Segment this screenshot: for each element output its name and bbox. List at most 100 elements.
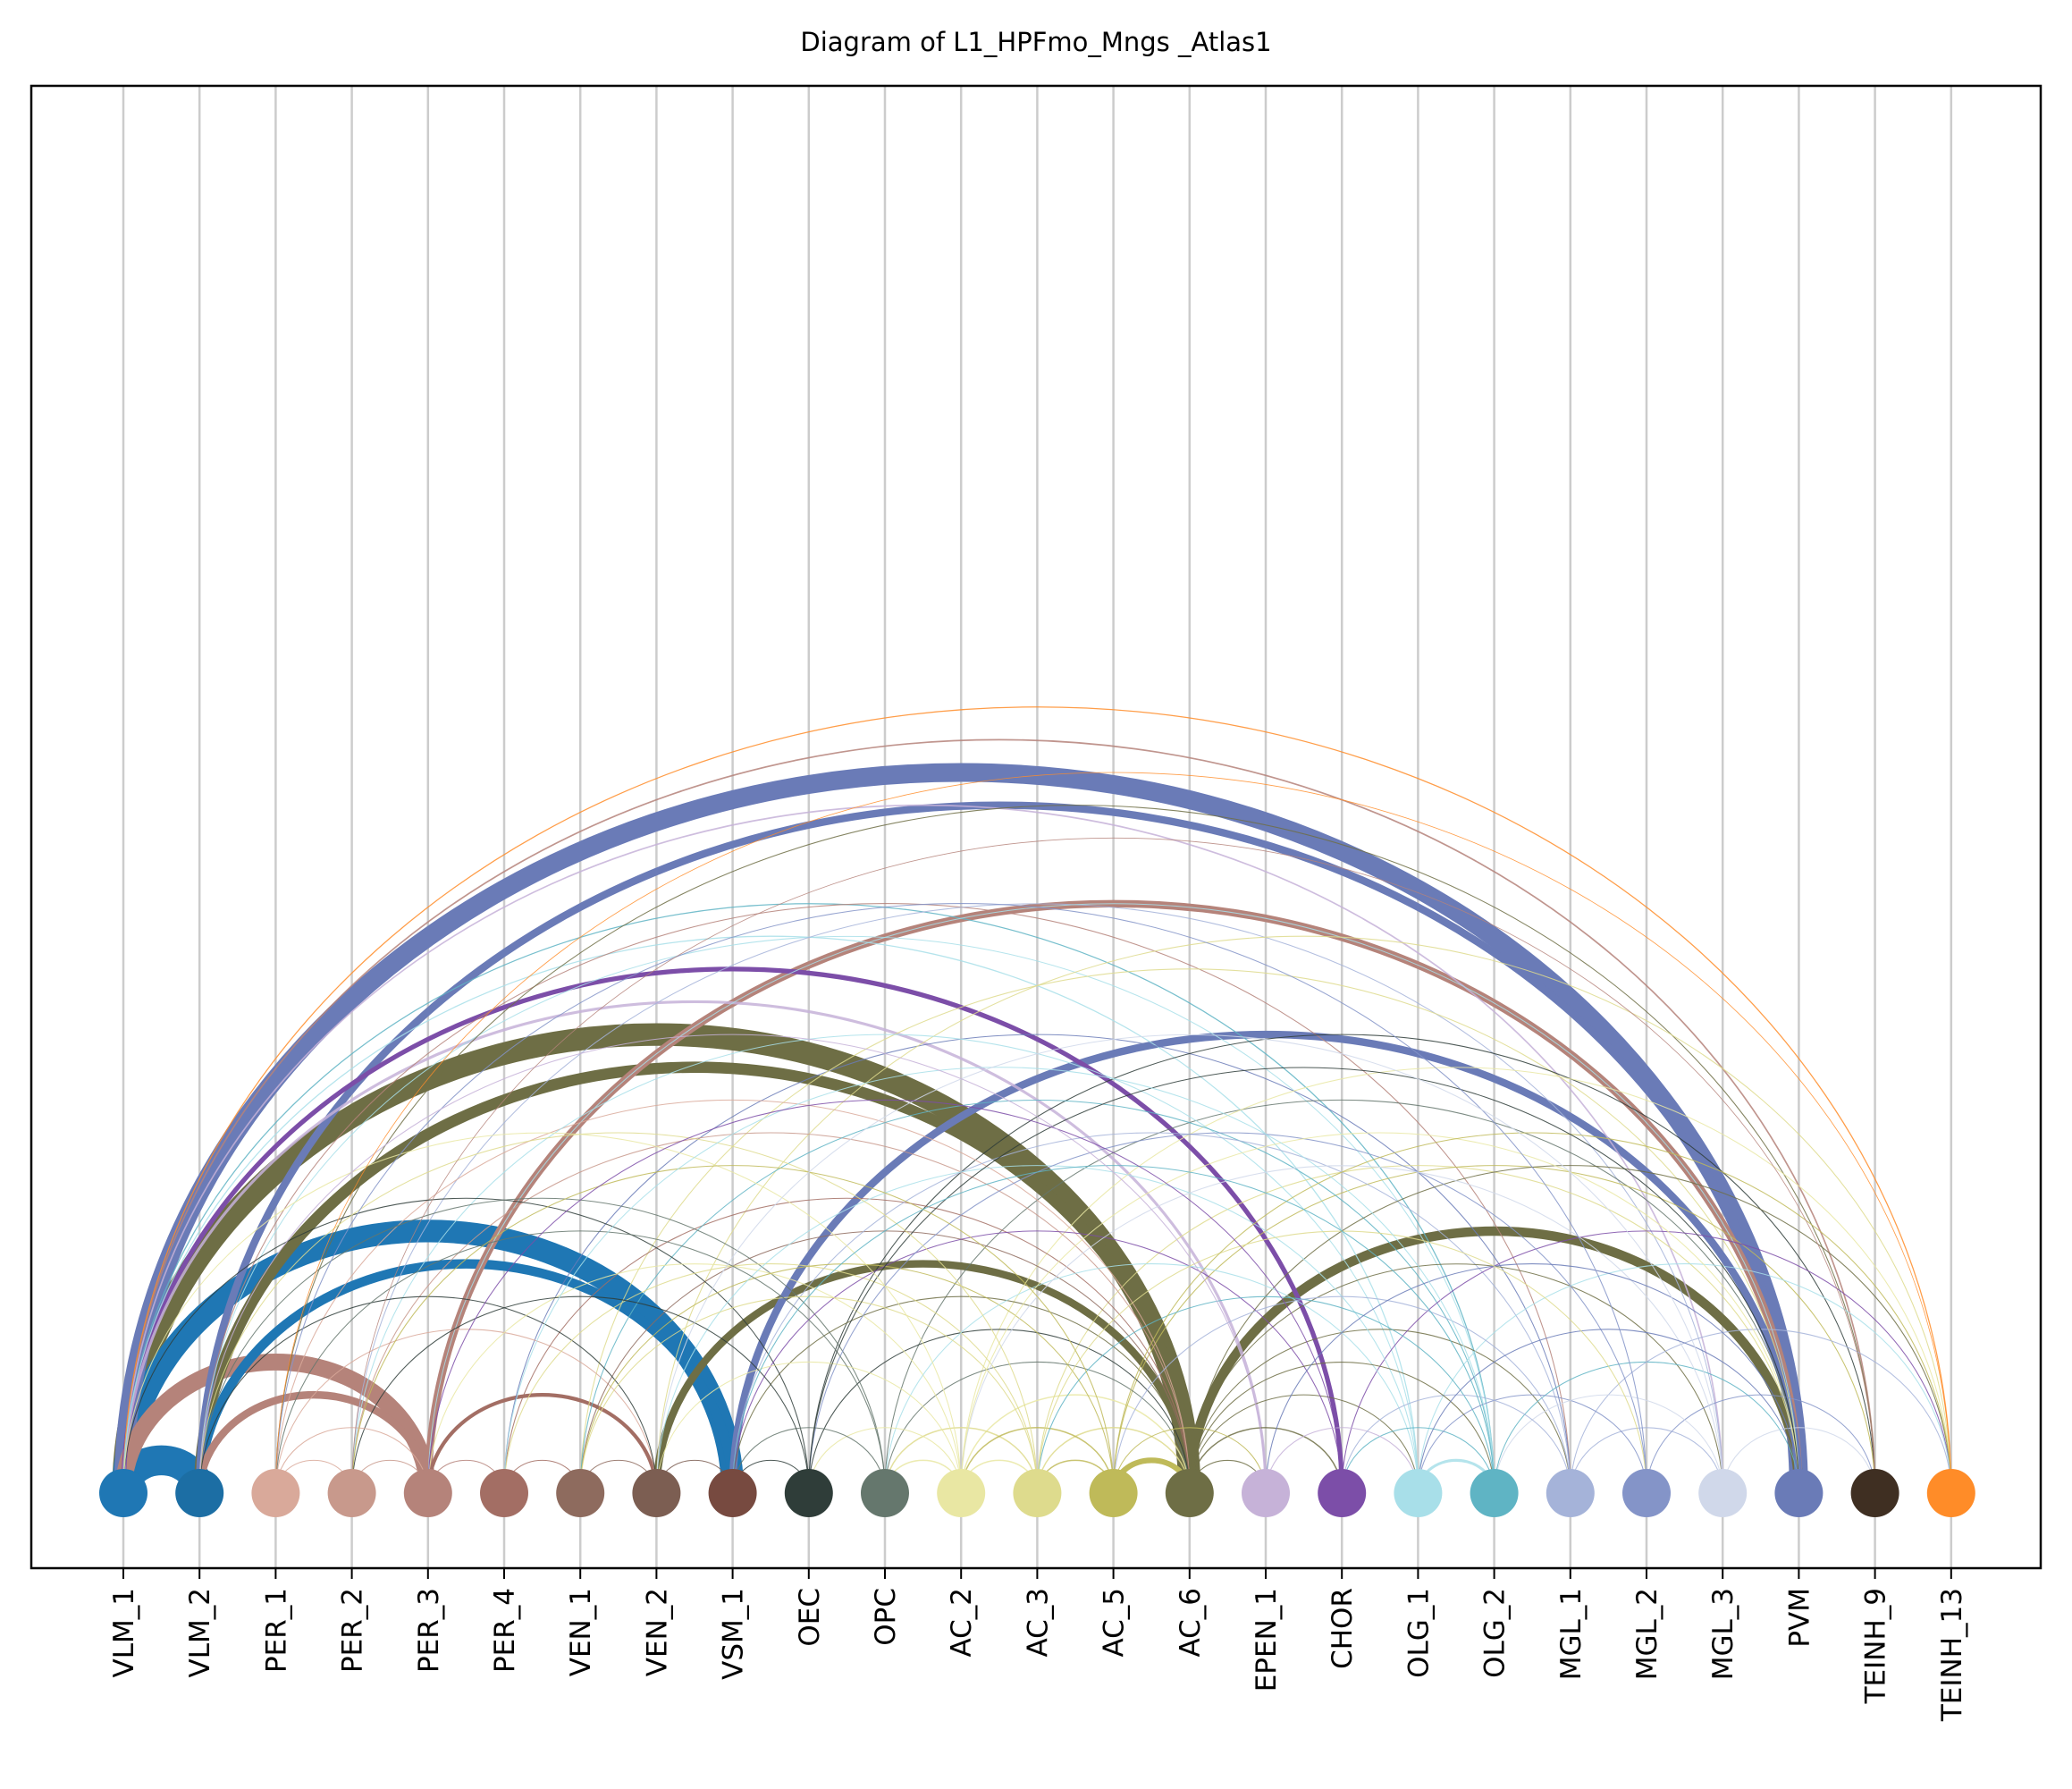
label-chor: CHOR	[1327, 1588, 1359, 1669]
node-mgl-2	[1622, 1469, 1671, 1517]
edge-per-2-to-teinh-9	[351, 837, 1876, 1494]
edge-ven-2-to-ac-2	[655, 1361, 962, 1494]
node-vlm-2	[175, 1469, 224, 1517]
edge-per-2-to-ac-6	[351, 1132, 1191, 1494]
edge-ac-2-to-pvm	[960, 1132, 1799, 1494]
edge-ven-1-to-olg-2	[579, 1099, 1495, 1494]
label-vsm-1: VSM_1	[718, 1588, 750, 1680]
edge-vlm-2-to-pvm	[196, 801, 1803, 1498]
edge-ac-3-to-pvm	[1036, 1165, 1799, 1494]
edge-olg-1-to-pvm	[1417, 1329, 1799, 1494]
edge-opc-to-pvm	[884, 1099, 1799, 1494]
edge-ac-6-to-chor	[1189, 1427, 1343, 1494]
edge-mgl-3-to-teinh-9	[1722, 1427, 1876, 1494]
edge-vlm-1-to-ac-2	[122, 1132, 962, 1494]
edge-ac-2-to-mgl-3	[960, 1165, 1723, 1494]
edge-ac-6-to-mgl-3	[1189, 1263, 1723, 1494]
node-ven-1	[556, 1469, 605, 1517]
node-ac-2	[937, 1469, 986, 1517]
edge-vlm-1-to-mgl-3	[122, 804, 1724, 1494]
edge-per-4-to-olg-2	[503, 1067, 1495, 1494]
label-opc: OPC	[870, 1588, 902, 1646]
edge-oec-to-pvm	[808, 1067, 1799, 1494]
edge-per-1-to-teinh-13	[274, 772, 1952, 1494]
nodes	[99, 1469, 1975, 1517]
edge-ac-5-to-mgl-1	[1113, 1295, 1571, 1494]
edge-vlm-2-to-epen-1	[198, 1034, 1267, 1494]
edge-ac-6-to-pvm	[1184, 1226, 1804, 1498]
edge-per-3-to-ac-2	[427, 1263, 962, 1494]
edge-ac-5-to-teinh-13	[1113, 1132, 1952, 1494]
edge-ac-2-to-teinh-13	[960, 1067, 1952, 1494]
edge-vlm-1-to-teinh-9	[122, 738, 1876, 1494]
node-epen-1	[1242, 1469, 1290, 1517]
edge-oec-to-ac-6	[808, 1329, 1191, 1494]
edge-ven-2-to-olg-1	[655, 1165, 1419, 1494]
edge-ac-6-to-teinh-13	[1189, 1165, 1952, 1494]
edge-ac-6-to-olg-1	[1189, 1394, 1419, 1494]
edge-vsm-1-to-mgl-1	[732, 1132, 1571, 1494]
node-olg-1	[1394, 1469, 1443, 1517]
node-ac-3	[1013, 1469, 1062, 1517]
edge-mgl-1-to-mgl-3	[1570, 1427, 1723, 1494]
edge-ven-1-to-pvm	[579, 968, 1799, 1494]
edge-vlm-2-to-ac-6	[193, 1061, 1196, 1499]
label-mgl-3: MGL_3	[1707, 1588, 1739, 1680]
label-per-1: PER_1	[260, 1588, 292, 1673]
label-teinh-13: TEINH_13	[1936, 1588, 1968, 1722]
label-per-4: PER_4	[489, 1588, 521, 1673]
edge-vsm-1-to-pvm	[729, 1030, 1803, 1498]
edge-vlm-1-to-pvm	[114, 763, 1808, 1503]
label-olg-2: OLG_2	[1479, 1588, 1512, 1678]
label-mgl-1: MGL_1	[1555, 1588, 1588, 1680]
edge-vlm-1-to-chor	[121, 966, 1344, 1496]
edge-ven-2-to-ac-6	[653, 1260, 1193, 1498]
label-per-2: PER_2	[337, 1588, 369, 1673]
node-vlm-1	[99, 1469, 147, 1517]
edge-per-4-to-mgl-1	[503, 1034, 1571, 1494]
edge-per-2-to-ac-5	[351, 1165, 1115, 1494]
edge-ven-2-to-mgl-3	[655, 1034, 1723, 1494]
edge-epen-1-to-pvm	[1265, 1263, 1799, 1494]
node-per-2	[327, 1469, 376, 1517]
x-axis-labels: VLM_1 VLM_2 PER_1 PER_2 PER_3 PER_4 VEN_1 VEN_2…	[108, 1588, 1968, 1722]
node-opc	[861, 1469, 909, 1517]
node-mgl-1	[1546, 1469, 1595, 1517]
edge-epen-1-to-olg-1	[1265, 1427, 1419, 1494]
edge-vsm-1-to-olg-2	[732, 1165, 1495, 1494]
diagram-title: Diagram of L1_HPFmo_Mngs _Atlas1	[800, 27, 1272, 57]
edge-per-3-to-chor	[427, 1099, 1343, 1494]
edge-ac-3-to-olg-2	[1036, 1295, 1495, 1494]
edge-oec-to-ac-2	[808, 1427, 962, 1494]
node-vsm-1	[708, 1469, 757, 1517]
node-per-1	[251, 1469, 300, 1517]
edge-per-1-to-per-3	[274, 1427, 429, 1494]
edge-ac-2-to-ac-6	[960, 1394, 1191, 1494]
edge-opc-to-ac-6	[884, 1361, 1191, 1494]
edge-vsm-1-to-opc	[732, 1427, 886, 1494]
plot-frame	[29, 84, 2043, 1570]
edge-ven-1-to-ac-5	[579, 1263, 1115, 1494]
edge-oec-to-mgl-2	[808, 1132, 1647, 1494]
node-mgl-3	[1698, 1469, 1748, 1517]
label-per-3: PER_3	[413, 1588, 445, 1673]
node-teinh-9	[1850, 1469, 1899, 1517]
node-teinh-13	[1926, 1469, 1975, 1517]
label-ac-6: AC_6	[1175, 1588, 1207, 1658]
node-pvm	[1774, 1469, 1824, 1517]
edge-vlm-2-to-ac-3	[198, 1132, 1038, 1494]
edge-ven-2-to-teinh-13	[655, 935, 1952, 1494]
node-ac-6	[1165, 1469, 1214, 1517]
edge-per-1-to-mgl-2	[274, 903, 1647, 1494]
edge-olg-1-to-teinh-13	[1417, 1263, 1952, 1494]
label-oec: OEC	[794, 1588, 826, 1647]
edge-per-1-to-opc	[274, 1230, 886, 1494]
edge-per-1-to-ven-2	[274, 1329, 657, 1494]
label-ven-2: VEN_2	[641, 1588, 673, 1676]
label-ac-5: AC_5	[1099, 1588, 1131, 1658]
edge-vlm-1-to-olg-1	[122, 935, 1419, 1494]
edge-per-3-to-ven-2	[425, 1393, 659, 1496]
edge-vlm-2-to-vsm-1	[194, 1259, 737, 1498]
edge-vlm-1-to-oec	[122, 1197, 810, 1494]
